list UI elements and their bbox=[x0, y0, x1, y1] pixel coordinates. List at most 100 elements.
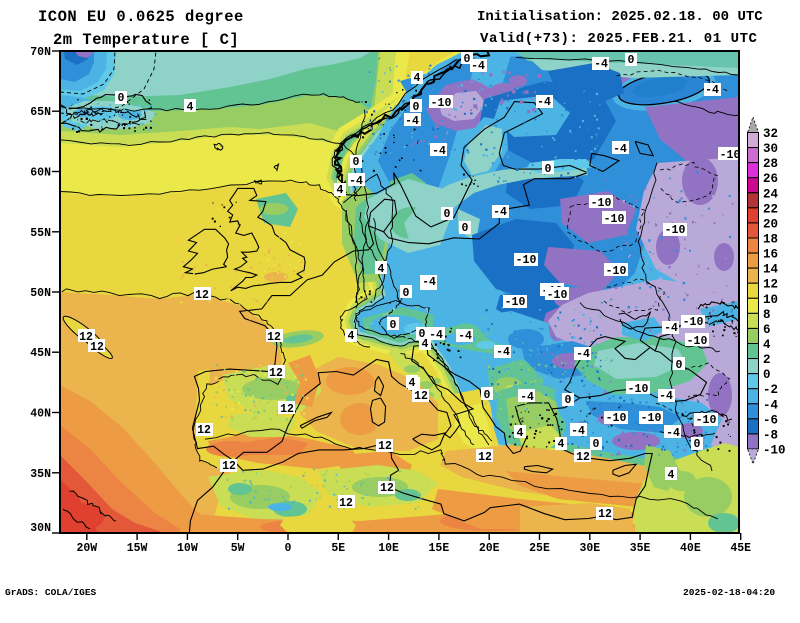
svg-text:5W: 5W bbox=[231, 542, 245, 555]
svg-text:2: 2 bbox=[763, 353, 771, 367]
svg-text:-10: -10 bbox=[641, 412, 662, 425]
svg-text:-10: -10 bbox=[547, 289, 568, 302]
svg-text:0: 0 bbox=[390, 319, 397, 332]
svg-text:-10: -10 bbox=[696, 414, 717, 427]
svg-text:Valid(+73): 2025.FEB.21. 01 UT: Valid(+73): 2025.FEB.21. 01 UTC bbox=[480, 31, 758, 47]
svg-text:-2: -2 bbox=[763, 383, 778, 397]
svg-text:40N: 40N bbox=[30, 408, 51, 421]
svg-text:0: 0 bbox=[413, 101, 420, 114]
svg-text:4: 4 bbox=[517, 427, 524, 440]
svg-text:4: 4 bbox=[414, 72, 421, 85]
svg-text:-4: -4 bbox=[405, 115, 419, 128]
svg-text:22: 22 bbox=[763, 202, 778, 216]
svg-text:4: 4 bbox=[422, 338, 429, 351]
svg-text:12: 12 bbox=[598, 508, 612, 521]
svg-text:4: 4 bbox=[378, 263, 385, 276]
svg-text:-8: -8 bbox=[763, 428, 778, 442]
svg-text:4: 4 bbox=[763, 338, 771, 352]
svg-text:2025-02-18-04:20: 2025-02-18-04:20 bbox=[683, 587, 775, 598]
svg-text:20: 20 bbox=[763, 217, 778, 231]
svg-text:65N: 65N bbox=[30, 106, 51, 119]
svg-text:30N: 30N bbox=[30, 522, 51, 535]
svg-text:40E: 40E bbox=[680, 542, 701, 555]
svg-text:4: 4 bbox=[409, 377, 416, 390]
svg-text:-6: -6 bbox=[763, 413, 778, 427]
svg-text:50N: 50N bbox=[30, 287, 51, 300]
svg-text:45E: 45E bbox=[730, 542, 751, 555]
svg-text:12: 12 bbox=[380, 482, 394, 495]
svg-text:-4: -4 bbox=[763, 398, 779, 412]
svg-text:12: 12 bbox=[339, 497, 353, 510]
svg-text:-10: -10 bbox=[591, 197, 612, 210]
svg-text:25E: 25E bbox=[529, 542, 550, 555]
svg-text:10E: 10E bbox=[378, 542, 399, 555]
svg-text:-4: -4 bbox=[576, 348, 590, 361]
svg-text:6: 6 bbox=[763, 323, 771, 337]
svg-text:-4: -4 bbox=[432, 145, 446, 158]
svg-text:8: 8 bbox=[763, 308, 771, 322]
svg-text:0: 0 bbox=[403, 287, 410, 300]
svg-text:12: 12 bbox=[267, 331, 281, 344]
svg-text:-10: -10 bbox=[505, 296, 526, 309]
svg-text:-4: -4 bbox=[493, 206, 507, 219]
svg-text:0: 0 bbox=[462, 222, 469, 235]
svg-text:-10: -10 bbox=[628, 383, 649, 396]
svg-text:-4: -4 bbox=[659, 390, 673, 403]
svg-text:12: 12 bbox=[576, 451, 590, 464]
svg-text:70N: 70N bbox=[30, 46, 51, 59]
svg-text:20E: 20E bbox=[479, 542, 500, 555]
svg-text:-10: -10 bbox=[687, 335, 708, 348]
svg-text:15W: 15W bbox=[127, 542, 148, 555]
svg-text:26: 26 bbox=[763, 172, 778, 186]
svg-text:28: 28 bbox=[763, 157, 778, 171]
svg-text:-10: -10 bbox=[606, 412, 627, 425]
svg-text:12: 12 bbox=[280, 403, 294, 416]
svg-text:-4: -4 bbox=[458, 330, 472, 343]
svg-text:-4: -4 bbox=[520, 391, 534, 404]
svg-text:5E: 5E bbox=[331, 542, 345, 555]
svg-text:10W: 10W bbox=[177, 542, 198, 555]
svg-text:4: 4 bbox=[668, 469, 675, 482]
svg-text:35E: 35E bbox=[630, 542, 651, 555]
svg-text:18: 18 bbox=[763, 233, 778, 247]
svg-text:0: 0 bbox=[285, 542, 292, 555]
svg-text:0: 0 bbox=[694, 438, 701, 451]
svg-text:2m Temperature [ C]: 2m Temperature [ C] bbox=[53, 31, 239, 49]
svg-text:GrADS: COLA/IGES: GrADS: COLA/IGES bbox=[5, 587, 97, 598]
svg-text:-10: -10 bbox=[683, 316, 704, 329]
svg-text:-4: -4 bbox=[664, 322, 678, 335]
svg-text:-10: -10 bbox=[720, 149, 741, 162]
svg-text:-4: -4 bbox=[349, 175, 363, 188]
svg-text:35N: 35N bbox=[30, 468, 51, 481]
svg-text:0: 0 bbox=[464, 53, 471, 66]
svg-text:12: 12 bbox=[414, 390, 428, 403]
svg-text:12: 12 bbox=[378, 440, 392, 453]
svg-text:-10: -10 bbox=[431, 97, 452, 110]
svg-text:-4: -4 bbox=[422, 276, 436, 289]
svg-text:12: 12 bbox=[222, 460, 236, 473]
svg-text:12: 12 bbox=[195, 289, 209, 302]
svg-text:Initialisation: 2025.02.18. 00: Initialisation: 2025.02.18. 00 UTC bbox=[477, 9, 763, 25]
svg-text:4: 4 bbox=[558, 438, 565, 451]
svg-text:ICON EU 0.0625 degree: ICON EU 0.0625 degree bbox=[38, 8, 244, 26]
svg-text:10: 10 bbox=[763, 293, 778, 307]
svg-text:0: 0 bbox=[593, 438, 600, 451]
svg-text:-10: -10 bbox=[763, 444, 786, 458]
svg-text:0: 0 bbox=[118, 92, 125, 105]
svg-text:60N: 60N bbox=[30, 167, 51, 180]
svg-text:-4: -4 bbox=[705, 84, 719, 97]
svg-text:-10: -10 bbox=[604, 213, 625, 226]
svg-text:4: 4 bbox=[187, 101, 194, 114]
svg-text:-10: -10 bbox=[665, 224, 686, 237]
svg-text:-4: -4 bbox=[666, 427, 680, 440]
svg-text:30E: 30E bbox=[579, 542, 600, 555]
svg-text:0: 0 bbox=[565, 394, 572, 407]
svg-text:4: 4 bbox=[337, 184, 344, 197]
svg-text:0: 0 bbox=[763, 368, 771, 382]
svg-text:0: 0 bbox=[676, 359, 683, 372]
svg-text:-4: -4 bbox=[496, 346, 510, 359]
svg-text:-4: -4 bbox=[594, 58, 608, 71]
svg-text:24: 24 bbox=[763, 187, 779, 201]
svg-text:12: 12 bbox=[90, 341, 104, 354]
svg-text:4: 4 bbox=[348, 330, 355, 343]
